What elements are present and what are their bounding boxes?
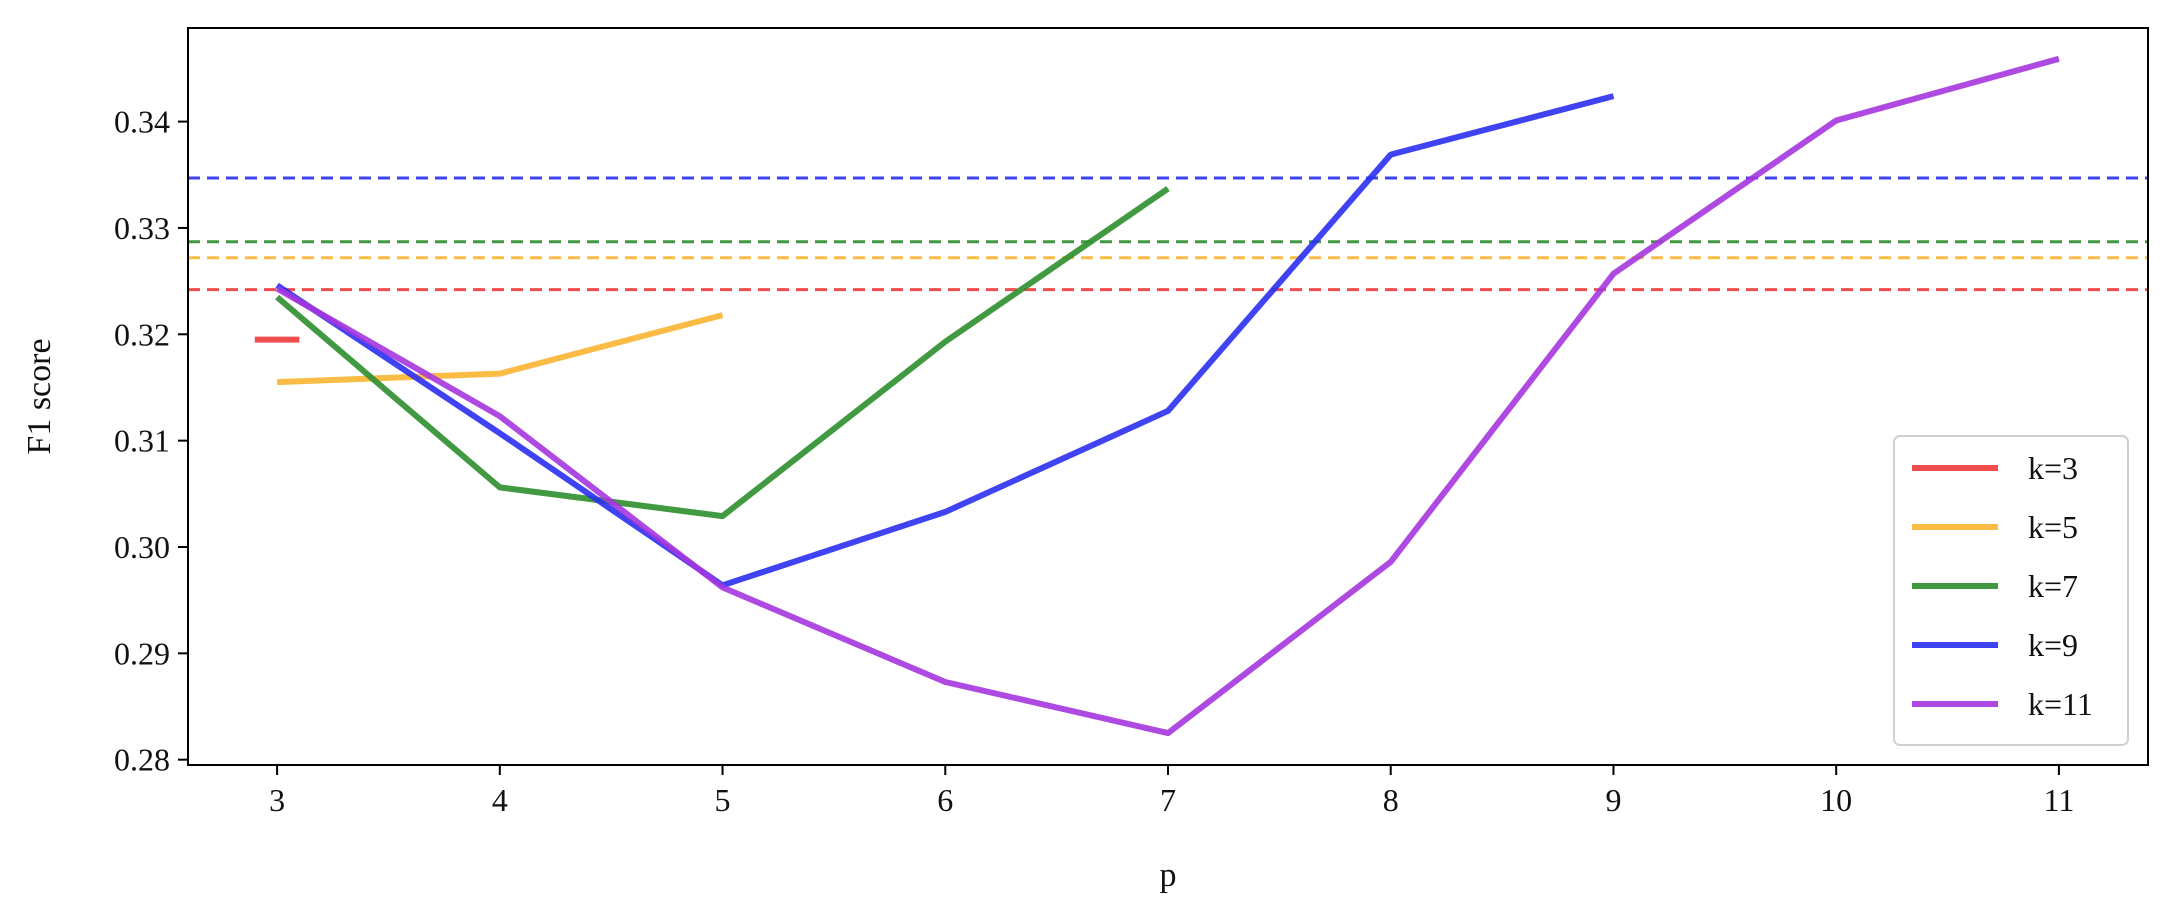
y-tick-label: 0.28 — [114, 742, 170, 778]
x-tick-label: 4 — [492, 782, 508, 818]
x-tick-label: 10 — [1820, 782, 1852, 818]
y-tick-label: 0.31 — [114, 423, 170, 459]
series-line-k-7 — [275, 186, 1170, 520]
y-tick-label: 0.32 — [114, 316, 170, 352]
y-tick-label: 0.30 — [114, 529, 170, 565]
legend-box — [1893, 435, 2129, 746]
x-tick-label: 11 — [2044, 782, 2075, 818]
y-axis-label: F1 score — [21, 338, 58, 454]
y-tick-label: 0.29 — [114, 635, 170, 671]
series-line-k-5 — [276, 312, 724, 386]
x-tick-label: 9 — [1605, 782, 1621, 818]
legend-label: k=11 — [2028, 686, 2093, 722]
series-line-k-9 — [275, 93, 1615, 589]
legend-label: k=7 — [2028, 568, 2078, 604]
series-line-k-11 — [275, 55, 2060, 737]
legend-label: k=3 — [2028, 450, 2078, 486]
x-axis-label: p — [1160, 857, 1177, 894]
x-tick-label: 7 — [1160, 782, 1176, 818]
y-tick-label: 0.34 — [114, 104, 170, 140]
x-tick-label: 5 — [715, 782, 731, 818]
x-tick-label: 3 — [269, 782, 285, 818]
y-tick-label: 0.33 — [114, 210, 170, 246]
series-lines — [254, 55, 2060, 737]
x-tick-label: 6 — [937, 782, 953, 818]
plot-frame — [187, 27, 2149, 766]
x-axis-ticks: 3 4 5 6 7 8 9 10 11 — [269, 765, 2074, 818]
baseline-lines — [188, 176, 2148, 292]
y-axis-ticks: 0.28 0.29 0.30 0.31 0.32 0.33 0.34 — [114, 104, 188, 778]
x-tick-label: 8 — [1383, 782, 1399, 818]
legend: k=3 k=5 k=7 k=9 k=11 — [1893, 435, 2129, 746]
legend-label: k=9 — [2028, 627, 2078, 663]
legend-label: k=5 — [2028, 509, 2078, 545]
